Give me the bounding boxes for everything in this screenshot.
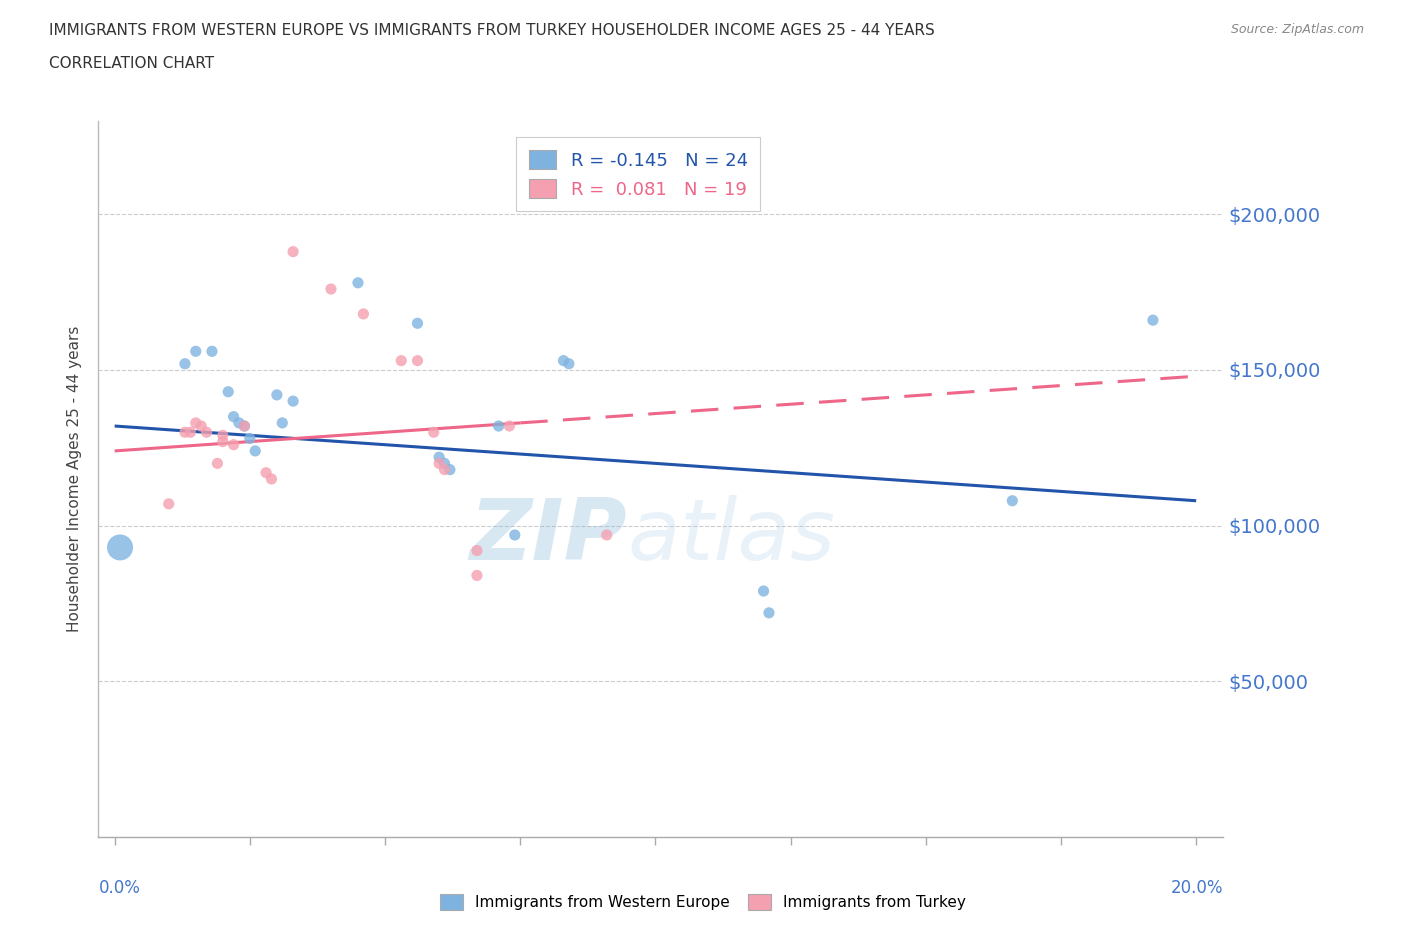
Point: [174, 425, 197, 440]
Point: [1001, 493, 1024, 508]
Point: [347, 275, 370, 290]
Point: [211, 434, 233, 449]
Point: [184, 344, 207, 359]
Point: [228, 416, 250, 431]
Point: [406, 353, 429, 368]
Point: [498, 418, 520, 433]
Point: [207, 456, 229, 471]
Point: [488, 418, 510, 433]
Point: [233, 418, 256, 433]
Point: [465, 568, 488, 583]
Point: [239, 431, 262, 445]
Point: [222, 437, 245, 452]
Point: [319, 282, 342, 297]
Point: [281, 245, 304, 259]
Point: [389, 353, 412, 368]
Point: [758, 605, 780, 620]
Point: [266, 388, 288, 403]
Point: [271, 416, 294, 431]
Point: [558, 356, 581, 371]
Y-axis label: Householder Income Ages 25 - 44 years: Householder Income Ages 25 - 44 years: [67, 326, 83, 632]
Text: 20.0%: 20.0%: [1171, 879, 1223, 897]
Point: [1142, 312, 1164, 327]
Point: [195, 425, 218, 440]
Point: [553, 353, 575, 368]
Point: [503, 527, 526, 542]
Point: [422, 425, 444, 440]
Text: ZIP: ZIP: [470, 495, 627, 578]
Point: [211, 428, 233, 443]
Point: [190, 418, 212, 433]
Point: [217, 384, 239, 399]
Point: [260, 472, 283, 486]
Point: [433, 456, 456, 471]
Text: 0.0%: 0.0%: [98, 879, 141, 897]
Point: [439, 462, 461, 477]
Point: [406, 316, 429, 331]
Text: CORRELATION CHART: CORRELATION CHART: [49, 56, 214, 71]
Point: [184, 416, 207, 431]
Point: [179, 425, 201, 440]
Point: [245, 444, 267, 458]
Point: [233, 418, 256, 433]
Point: [108, 540, 131, 555]
Legend: Immigrants from Western Europe, Immigrants from Turkey: Immigrants from Western Europe, Immigran…: [432, 886, 974, 918]
Point: [201, 344, 224, 359]
Point: [254, 465, 277, 480]
Point: [157, 497, 180, 512]
Point: [281, 393, 304, 408]
Point: [596, 527, 619, 542]
Text: atlas: atlas: [627, 495, 835, 578]
Point: [465, 543, 488, 558]
Point: [352, 307, 374, 322]
Point: [427, 450, 450, 465]
Point: [174, 356, 197, 371]
Text: Source: ZipAtlas.com: Source: ZipAtlas.com: [1230, 23, 1364, 36]
Point: [222, 409, 245, 424]
Legend: R = -0.145   N = 24, R =  0.081   N = 19: R = -0.145 N = 24, R = 0.081 N = 19: [516, 137, 761, 211]
Text: IMMIGRANTS FROM WESTERN EUROPE VS IMMIGRANTS FROM TURKEY HOUSEHOLDER INCOME AGES: IMMIGRANTS FROM WESTERN EUROPE VS IMMIGR…: [49, 23, 935, 38]
Point: [433, 462, 456, 477]
Point: [427, 456, 450, 471]
Point: [752, 584, 775, 599]
